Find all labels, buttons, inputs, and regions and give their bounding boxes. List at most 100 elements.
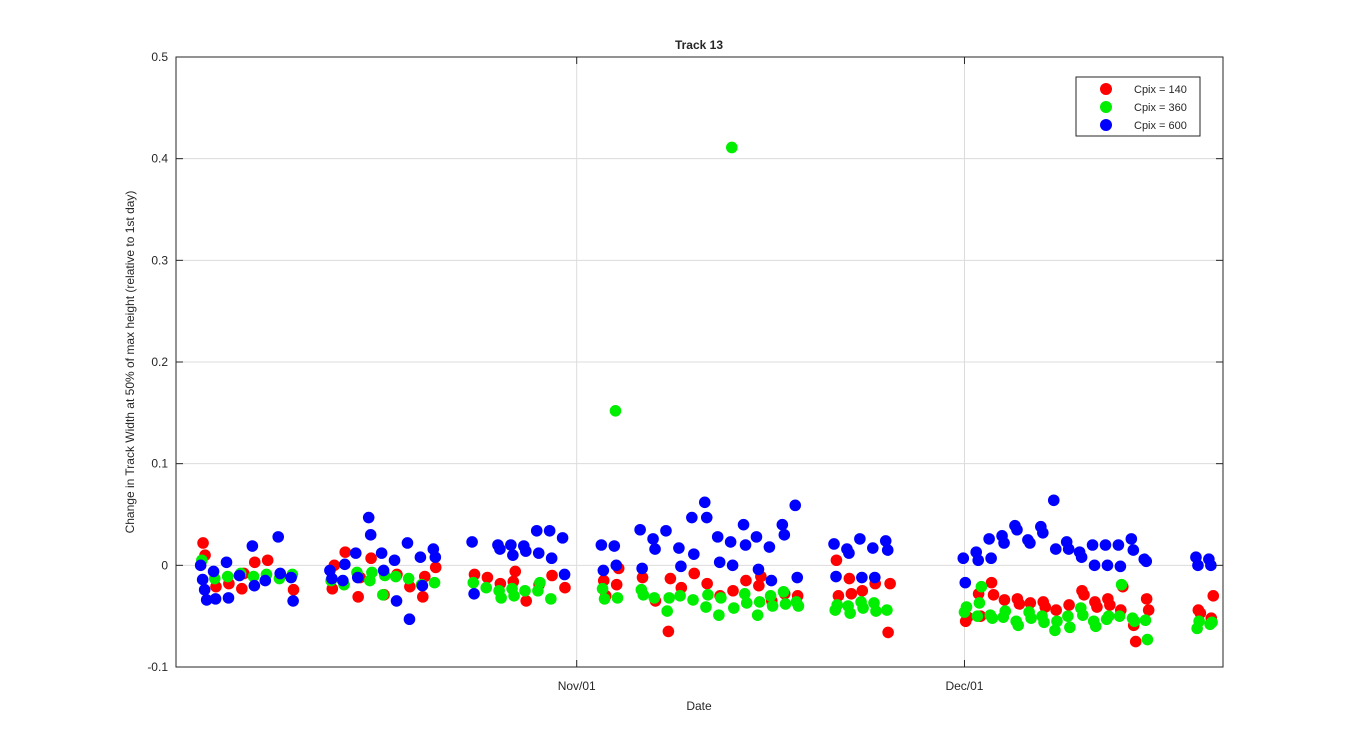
data-point-cpix-360 (751, 609, 764, 621)
data-point-cpix-600 (532, 547, 545, 559)
data-point-cpix-600 (558, 568, 571, 581)
data-point-cpix-140 (882, 626, 894, 639)
data-point-cpix-360 (661, 605, 673, 617)
data-point-cpix-140 (416, 591, 429, 603)
data-point-cpix-360 (1193, 615, 1205, 628)
data-point-cpix-140 (236, 582, 248, 595)
data-point-cpix-360 (611, 592, 624, 604)
data-point-cpix-600 (220, 556, 233, 569)
data-point-cpix-360 (766, 600, 779, 612)
data-point-cpix-360 (221, 570, 234, 583)
data-point-cpix-600 (778, 529, 791, 541)
data-point-cpix-600 (1075, 551, 1088, 563)
data-point-cpix-360 (779, 598, 792, 610)
data-point-cpix-360 (753, 596, 766, 608)
data-point-cpix-360 (1206, 616, 1218, 629)
data-point-cpix-140 (365, 552, 377, 565)
data-point-cpix-360 (648, 592, 661, 604)
data-point-cpix-140 (1024, 597, 1037, 609)
y-tick-label: 0.3 (151, 253, 168, 267)
data-point-cpix-600 (879, 535, 892, 547)
data-point-cpix-600 (1101, 559, 1114, 572)
data-point-cpix-600 (326, 572, 338, 585)
data-point-cpix-600 (222, 592, 235, 604)
data-point-cpix-360 (870, 605, 882, 617)
axis-ticks: -0.1 0 0.1 0.2 0.3 0.4 0.5 Nov/01 Dec/01 (147, 50, 1223, 693)
data-point-cpix-360 (495, 592, 507, 604)
data-point-cpix-360 (377, 589, 389, 601)
data-point-cpix-360 (971, 610, 984, 622)
data-point-cpix-600 (675, 560, 687, 573)
data-point-cpix-140 (1140, 593, 1153, 605)
data-point-cpix-600 (998, 537, 1010, 549)
data-point-cpix-600 (507, 549, 519, 561)
data-point-cpix-600 (649, 543, 661, 555)
data-point-cpix-360 (534, 576, 546, 589)
data-point-cpix-600 (763, 541, 776, 553)
data-point-cpix-140 (664, 572, 677, 585)
data-point-cpix-360 (389, 570, 402, 583)
y-tick-label: 0.5 (151, 50, 168, 64)
data-point-cpix-360 (596, 582, 609, 595)
data-point-cpix-600 (207, 565, 220, 578)
data-point-cpix-140 (845, 588, 858, 600)
data-point-cpix-140 (546, 569, 558, 582)
data-point-cpix-360 (1113, 610, 1126, 622)
data-point-cpix-140 (843, 572, 856, 585)
data-point-cpix-140 (352, 591, 364, 603)
data-point-cpix-600 (200, 594, 213, 606)
data-point-cpix-600 (854, 533, 866, 545)
data-point-cpix-600 (673, 542, 685, 554)
data-point-cpix-600 (765, 574, 778, 587)
data-point-cpix-600 (1205, 559, 1217, 572)
data-point-cpix-600 (856, 571, 868, 584)
legend: Cpix = 140 Cpix = 360 Cpix = 600 (1075, 76, 1201, 137)
data-point-cpix-360 (715, 592, 727, 604)
data-point-cpix-600 (362, 511, 375, 524)
data-point-cpix-600 (869, 571, 881, 584)
data-point-cpix-140 (985, 576, 998, 589)
data-point-cpix-600 (545, 552, 558, 565)
data-point-cpix-600 (349, 547, 362, 559)
data-point-cpix-360 (702, 589, 714, 601)
data-point-cpix-360 (713, 609, 725, 621)
data-point-cpix-360 (986, 612, 999, 624)
data-point-cpix-140 (559, 581, 571, 594)
data-point-cpix-360 (402, 572, 415, 585)
y-tick-label: 0.2 (151, 355, 168, 369)
legend-marker-cpix-600 (1100, 119, 1112, 131)
data-point-cpix-600 (985, 552, 997, 565)
data-point-cpix-140 (1207, 590, 1220, 602)
data-point-cpix-600 (259, 574, 272, 587)
data-point-cpix-600 (737, 518, 750, 531)
data-point-cpix-140 (987, 589, 1000, 601)
data-point-cpix-600 (466, 536, 478, 548)
data-point-cpix-600 (468, 588, 480, 600)
data-point-cpix-360 (973, 597, 986, 609)
y-axis-label: Change in Track Width at 50% of max heig… (123, 191, 137, 534)
x-tick-label: Dec/01 (945, 679, 983, 693)
y-tick-label: 0.4 (151, 152, 168, 166)
data-point-cpix-360 (480, 581, 493, 594)
legend-label-cpix-600: Cpix = 600 (1134, 120, 1187, 132)
data-point-cpix-360 (975, 580, 988, 593)
data-point-cpix-360 (687, 594, 699, 606)
data-point-cpix-140 (1142, 604, 1155, 616)
data-point-cpix-140 (856, 584, 869, 597)
data-point-cpix-600 (647, 533, 659, 545)
data-point-cpix-600 (700, 511, 713, 524)
data-point-cpix-360 (700, 601, 712, 613)
data-point-cpix-140 (509, 565, 522, 578)
data-point-cpix-140 (197, 537, 209, 549)
data-point-cpix-360 (999, 605, 1012, 617)
data-point-cpix-360 (857, 602, 869, 614)
data-point-cpix-360 (738, 588, 751, 600)
data-point-cpix-360 (1025, 612, 1037, 624)
data-point-cpix-360 (726, 141, 738, 154)
data-point-cpix-140 (1129, 635, 1142, 648)
legend-label-cpix-140: Cpix = 140 (1134, 84, 1187, 96)
data-point-cpix-140 (1063, 599, 1075, 611)
data-point-cpix-360 (1051, 615, 1063, 628)
data-point-cpix-140 (830, 554, 843, 567)
